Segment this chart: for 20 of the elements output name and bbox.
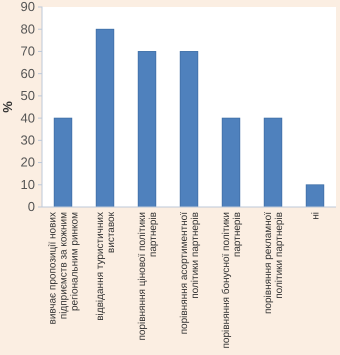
bar [138,51,156,208]
x-tick-label: ні [310,212,322,220]
y-tick-label: 90 [20,0,35,14]
y-tick-label: 30 [20,132,35,148]
bar [96,28,114,208]
x-tick-label: вивчає пропозиції нових підприємств за кожним регіональним ринком [48,212,80,324]
bar [306,184,324,208]
bar [264,118,282,208]
y-tick-label: 0 [28,199,35,214]
y-tick-label: 40 [20,110,35,126]
y-tick-label: 50 [20,88,35,104]
y-tick-label: 20 [20,154,35,170]
y-axis-title: % [0,100,15,113]
bar [222,118,240,208]
y-tick-label: 80 [20,21,35,36]
y-tick-label: 10 [20,176,35,192]
y-tick-label: 70 [20,44,35,59]
bar [180,51,198,208]
bar [54,118,72,208]
y-tick-label: 60 [20,66,35,81]
